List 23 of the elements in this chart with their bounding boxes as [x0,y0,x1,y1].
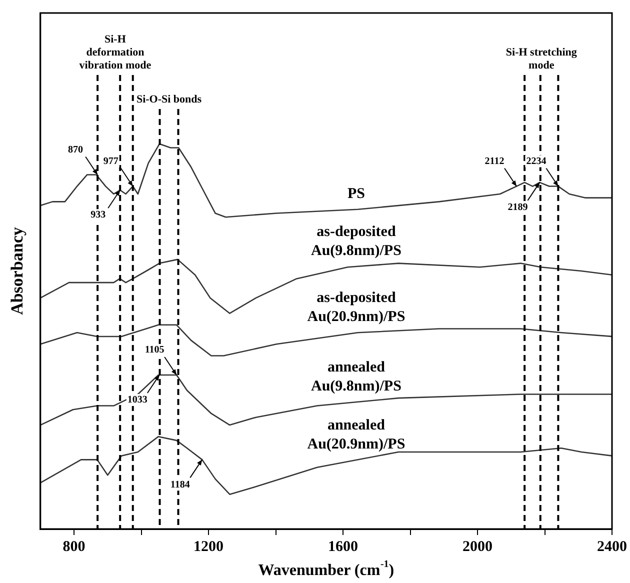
series-label: as-deposited Au(9.8nm)/PS [310,224,402,259]
annotation: 977 [103,156,118,167]
x-tick-label: 1200 [194,538,224,555]
series-label: as-deposited Au(20.9nm)/PS [307,290,406,326]
annotation: 1033 [127,394,148,406]
annotation: 933 [90,210,106,221]
x-tick-label: 2400 [597,538,627,555]
series-label: annealed Au(20.9nm)/PS [307,417,406,452]
annotation: 2234 [526,156,546,167]
series-label: PS [347,186,365,202]
ref-line-label: Si-O-Si bonds [136,93,202,106]
annotation: 2112 [484,156,504,167]
x-tick-label: 1600 [328,538,358,555]
series-label: annealed Au(9.8nm)/PS [310,359,402,394]
x-tick-label: 2000 [462,538,493,555]
ref-line-label: Si-H stretching mode [506,46,578,72]
annotation: 2189 [508,202,528,214]
y-axis-title: Absorbancy [8,226,27,315]
x-tick-label: 800 [62,538,86,555]
annotation: 1105 [144,344,164,356]
annotation: 870 [68,144,84,156]
ref-line-label: Si-H deformation vibration mode [79,33,152,72]
annotation: 1184 [170,479,190,490]
